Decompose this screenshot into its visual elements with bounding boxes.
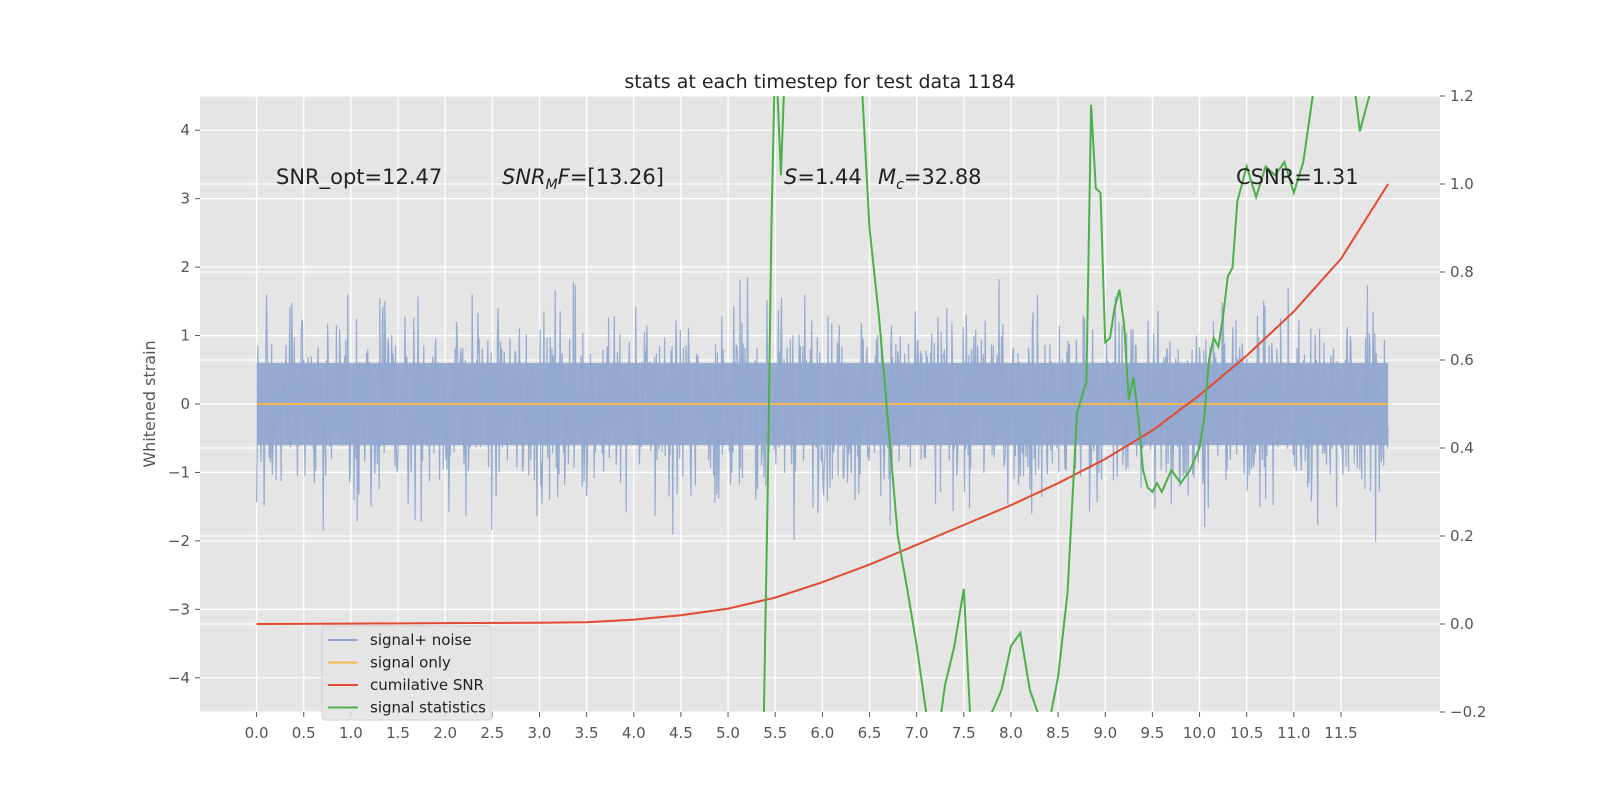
x-tick-label: 3.0 [528, 724, 552, 742]
x-tick-label: 3.5 [575, 724, 599, 742]
x-tick-label: 11.5 [1324, 724, 1357, 742]
y2-tick-label: 0.8 [1450, 263, 1474, 281]
snr-mf-annotation: SNRMF=[13.26] [502, 165, 664, 193]
legend-label: cumilative SNR [370, 676, 484, 694]
mc-value: =32.88 [904, 165, 982, 189]
y-tick-label: 2 [180, 258, 190, 276]
snr-opt-annotation: SNR_opt=12.47 [276, 165, 442, 190]
s-value: =1.44 [797, 165, 861, 189]
y2-tick-label: 0.6 [1450, 351, 1474, 369]
s-annotation: S=1.44 [784, 165, 862, 189]
signal-statistics-line [762, 96, 1371, 712]
x-tick-label: 9.5 [1140, 724, 1164, 742]
y-tick-label: −2 [168, 532, 190, 550]
x-tick-label: 6.5 [858, 724, 882, 742]
legend-label: signal statistics [370, 699, 486, 717]
csnr-annotation: CSNR=1.31 [1236, 165, 1359, 189]
x-tick-label: 4.0 [622, 724, 646, 742]
x-tick-label: 6.0 [810, 724, 834, 742]
s-label: S [784, 165, 797, 189]
x-tick-label: 10.0 [1183, 724, 1216, 742]
chart-title: stats at each timestep for test data 118… [624, 71, 1015, 93]
x-tick-label: 1.5 [386, 724, 410, 742]
y2-tick-label: −0.2 [1450, 703, 1486, 721]
x-tick-label: 7.0 [905, 724, 929, 742]
x-tick-label: 5.0 [716, 724, 740, 742]
series-layer [256, 96, 1389, 712]
x-tick-label: 4.5 [669, 724, 693, 742]
legend-box [321, 625, 493, 721]
y-tick-label: 4 [180, 121, 190, 139]
y2-tick-label: 0.4 [1450, 439, 1474, 457]
cumilative-snr-line [256, 183, 1389, 625]
y2-tick-label: 1.2 [1450, 87, 1474, 105]
x-tick-label: 0.0 [245, 724, 269, 742]
mc-label: M [878, 165, 896, 189]
y-tick-label: 3 [180, 190, 190, 208]
x-tick-label: 1.0 [339, 724, 363, 742]
x-tick-label: 5.5 [763, 724, 787, 742]
x-tick-label: 8.0 [999, 724, 1023, 742]
snr-mf-value: =[13.26] [570, 165, 664, 189]
snr-mf-label: SNR [502, 165, 546, 189]
signal-noise-line [256, 277, 1389, 542]
x-tick-label: 10.5 [1230, 724, 1263, 742]
y2-tick-label: 0.0 [1450, 615, 1474, 633]
axes: 0.0 0.5 1.0 1.5 2.0 2.5 3.0 3.5 4.0 4.5 5.0 5.5 6.0 6… [168, 87, 1487, 742]
annotations: SNR_opt=12.47 SNRMF=[13.26] S=1.44 Mc=32… [276, 165, 1359, 193]
y-tick-label: 1 [180, 327, 190, 345]
mc-annotation: Mc=32.88 [878, 165, 982, 193]
legend: signal+ noise signal only cumilative SNR si… [321, 625, 493, 721]
snr-mf-suffix: F [558, 165, 571, 189]
y2-tick-label: 1.0 [1450, 175, 1474, 193]
legend-label: signal only [370, 654, 451, 672]
x-tick-label: 2.5 [480, 724, 504, 742]
y-axis-label: Whitened strain [140, 340, 159, 467]
legend-label: signal+ noise [370, 631, 472, 649]
x-tick-label: 0.5 [292, 724, 316, 742]
y-tick-label: 0 [180, 395, 190, 413]
x-tick-label: 9.0 [1093, 724, 1117, 742]
y2-tick-label: 0.2 [1450, 527, 1474, 545]
x-tick-label: 11.0 [1277, 724, 1310, 742]
x-tick-label: 7.5 [952, 724, 976, 742]
x-tick-label: 8.5 [1046, 724, 1070, 742]
y-tick-label: −1 [168, 463, 190, 481]
mc-sub: c [896, 177, 904, 193]
y-tick-label: −4 [168, 669, 190, 687]
y-tick-label: −3 [168, 600, 190, 618]
x-tick-label: 2.0 [433, 724, 457, 742]
snr-mf-sub: M [546, 177, 558, 193]
